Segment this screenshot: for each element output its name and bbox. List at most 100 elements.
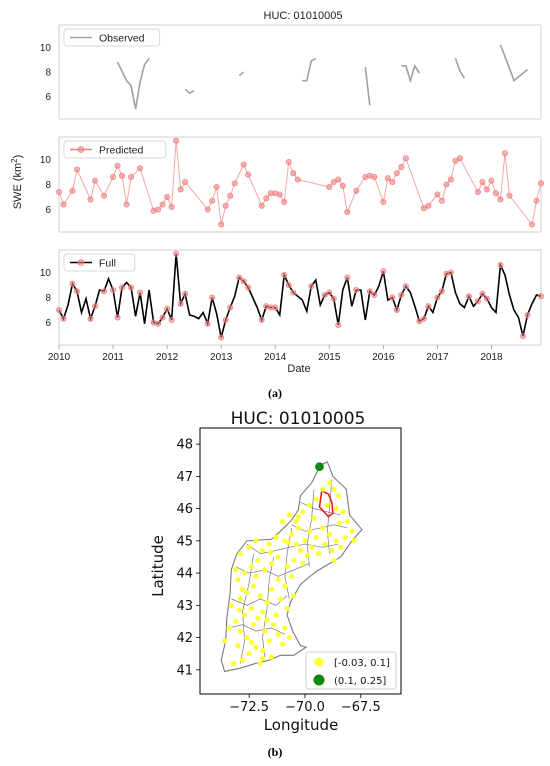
similarity-point-low [244, 589, 250, 596]
data-point [285, 281, 292, 288]
data-point [339, 182, 346, 189]
x-tick-label: 2013 [210, 352, 233, 363]
legend: Predicted [63, 140, 167, 159]
data-point [398, 163, 405, 170]
data-point [294, 176, 301, 183]
data-point [218, 221, 225, 228]
similarity-point-low [244, 634, 250, 641]
similarity-point-low [251, 583, 257, 589]
data-point [236, 274, 243, 281]
data-point [447, 269, 454, 276]
map-y-tick-label: 45 [176, 534, 193, 549]
similarity-point-low [248, 639, 254, 646]
legend-box [63, 253, 136, 272]
data-point [497, 196, 504, 203]
similarity-point-low [338, 544, 344, 550]
data-point [159, 201, 166, 208]
data-point [114, 314, 121, 321]
similarity-point-low [255, 557, 261, 563]
similarity-point-low [282, 583, 288, 589]
data-point [497, 261, 504, 268]
data-point [483, 295, 490, 302]
similarity-point-low [246, 544, 252, 550]
similarity-point-low [221, 638, 228, 644]
data-point [56, 306, 63, 313]
data-point [281, 271, 288, 278]
similarity-point-low [280, 518, 286, 525]
y-tick-label: 6 [45, 92, 51, 103]
similarity-point-low [333, 506, 339, 512]
data-point [218, 334, 225, 341]
similarity-point-low [342, 535, 348, 541]
data-point [209, 197, 216, 204]
y-tick-label: 6 [45, 318, 51, 329]
similarity-point-low [293, 518, 299, 525]
similarity-point-low [291, 557, 297, 563]
data-point [384, 175, 391, 182]
sub-basin-boundary [239, 553, 254, 664]
similarity-point-low [329, 547, 335, 554]
similarity-point-low [340, 509, 346, 515]
data-point [164, 305, 171, 312]
similarity-point-low [349, 528, 355, 534]
data-point [528, 221, 535, 228]
data-point [177, 300, 184, 307]
similarity-point-high [315, 462, 324, 472]
time-series-x-ticks: 2010 2011 2012 2013 2014 2015 2016 2017 2018 [48, 345, 503, 363]
y-tick-label: 10 [40, 43, 52, 54]
data-point [60, 201, 67, 208]
similarity-point-low [275, 554, 281, 560]
observed-line-segment [364, 66, 371, 106]
similarity-point-low [313, 535, 319, 541]
data-point [168, 316, 175, 323]
x-tick-label: 2015 [318, 352, 341, 363]
data-point [128, 284, 135, 291]
similarity-point-low [288, 573, 295, 579]
data-point [245, 171, 252, 178]
data-point [74, 166, 81, 173]
data-point [231, 180, 238, 187]
similarity-point-low [336, 520, 343, 526]
data-point [290, 289, 297, 296]
data-point [425, 202, 432, 209]
similarity-point-low [282, 625, 288, 631]
panel-full: 6 8 10 Full [40, 249, 545, 346]
map-plot-area: −72.5 −70.0 −67.5 41 42 43 44 45 46 47 48 [-0.03, 0… [176, 427, 402, 715]
data-point [474, 188, 481, 195]
data-point [402, 283, 409, 290]
data-point [276, 191, 283, 198]
observed-line-segment [499, 44, 528, 82]
time-series-figure: HUC: 01010005 6 8 10 Observed 6 8 10 Predicted… [10, 10, 545, 375]
similarity-point-low [253, 644, 259, 650]
caption-a: (a) [268, 386, 282, 400]
observed-line-segment [302, 57, 317, 82]
data-point [123, 201, 130, 208]
data-point [474, 298, 481, 305]
sub-basin-boundary [231, 595, 288, 606]
data-point [92, 303, 99, 310]
legend-marker [77, 259, 85, 266]
data-point [330, 295, 337, 302]
similarity-point-low [333, 538, 339, 544]
data-point [159, 314, 166, 321]
y-tick-label: 6 [45, 205, 51, 216]
similarity-point-low [285, 539, 291, 546]
similarity-point-low [235, 576, 241, 583]
data-point [393, 306, 400, 313]
data-point [335, 176, 342, 183]
map-legend-box [305, 651, 397, 690]
legend-box [63, 140, 167, 159]
observed-line-segment [454, 58, 466, 79]
time-series-y-axis-label: SWE (km2) [10, 155, 24, 210]
data-point [321, 291, 328, 298]
map-y-tick-label: 46 [176, 502, 193, 517]
data-point [335, 321, 342, 328]
similarity-point-low [226, 625, 232, 631]
map-x-axis-label: Longitude [264, 716, 339, 734]
data-point [137, 165, 144, 172]
data-point [402, 155, 409, 162]
similarity-point-low [259, 547, 266, 554]
similarity-point-low [239, 586, 246, 592]
data-point [389, 294, 396, 301]
similarity-point-low [268, 654, 275, 660]
